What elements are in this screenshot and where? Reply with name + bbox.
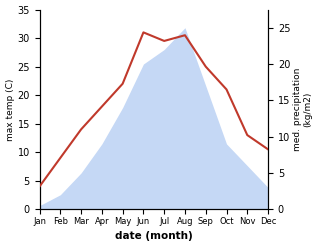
Y-axis label: max temp (C): max temp (C) [5, 78, 15, 141]
Y-axis label: med. precipitation
(kg/m2): med. precipitation (kg/m2) [293, 68, 313, 151]
X-axis label: date (month): date (month) [115, 231, 193, 242]
